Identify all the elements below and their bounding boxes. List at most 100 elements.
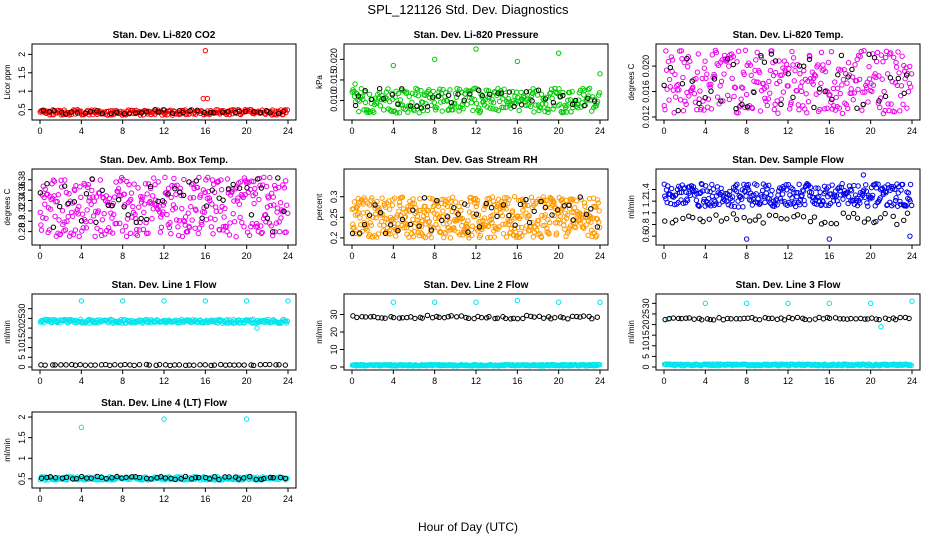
data-point [785,71,791,77]
data-point [63,474,70,481]
data-point [387,206,393,212]
data-point [799,192,805,199]
data-point [835,72,841,78]
data-point [867,300,874,307]
data-point [255,176,261,182]
data-point [903,203,909,209]
data-point [68,109,75,115]
data-point [78,194,84,201]
data-point [735,48,742,54]
data-point [822,68,829,75]
data-point [366,212,373,218]
x-tick-label: 20 [242,376,252,386]
data-point [146,362,152,368]
y-tick-label: 0 [641,364,651,369]
data-point [114,473,120,480]
data-point [701,107,707,113]
data-point [277,474,284,481]
y-axis-label: Licor ppm [3,64,12,99]
data-point [451,225,457,231]
data-point [112,362,118,368]
data-point [781,317,788,323]
data-point [741,315,747,322]
x-tick-label: 12 [159,494,169,504]
data-point [680,215,686,222]
data-point [739,101,745,108]
x-tick-label: 4 [703,251,708,261]
data-point [424,103,431,110]
x-tick-label: 12 [159,376,169,386]
data-point [61,183,68,189]
data-point [364,227,370,233]
data-point [431,99,438,106]
data-point [833,221,840,227]
series-2 [350,312,600,322]
series-2 [40,106,287,117]
data-point [892,361,898,368]
data-point [202,362,208,368]
data-point [547,91,553,97]
x-tick-label: 24 [595,376,605,386]
data-point [765,96,771,102]
y-tick-label: 0.010 [329,89,339,112]
data-point [197,192,204,198]
data-point [771,106,777,113]
data-point [411,228,418,235]
data-point [895,75,902,82]
data-point [350,225,356,231]
x-tick-label: 16 [200,376,210,386]
data-point [283,178,289,184]
data-point [683,315,689,321]
data-point [161,416,167,422]
data-point [740,204,746,210]
panel-8: Stan. Dev. Line 2 Flow ml/min 0 4 8 12 16 20 24 0… [315,280,609,386]
data-point [701,65,708,71]
data-point [169,182,175,189]
data-point [718,98,724,104]
data-point [551,212,557,219]
x-tick-label: 24 [595,126,605,136]
y-tick-label: 0.016 [641,80,651,103]
data-point [38,227,45,233]
data-point [870,82,877,88]
data-point [138,110,145,116]
data-point [233,234,239,240]
x-tick-label: 8 [432,126,437,136]
data-point [887,51,893,57]
data-point [397,202,403,209]
data-point [474,197,481,204]
data-point [845,60,852,66]
data-point [796,181,802,188]
data-point [373,215,379,221]
data-point [522,203,528,209]
data-point [415,93,422,99]
data-point [556,220,563,226]
x-tick-label: 24 [283,251,293,261]
x-tick-label: 4 [79,376,84,386]
data-point [831,103,837,109]
data-point [662,218,668,224]
data-point [72,227,79,233]
data-point [510,315,517,321]
data-point [818,80,824,87]
data-point [560,109,567,115]
data-point [597,71,603,77]
x-tick-label: 0 [661,126,666,136]
data-point [407,221,413,228]
data-point [395,90,402,96]
data-point [267,361,273,368]
data-point [385,86,391,92]
data-point [144,191,150,197]
data-point [842,100,848,106]
data-point [62,227,69,233]
y-tick-label: 0.32 [17,202,27,220]
data-point [176,362,183,368]
data-point [849,66,855,73]
data-point [38,475,45,481]
data-point [143,361,150,368]
data-point [560,204,567,210]
data-point [99,187,105,193]
data-point [161,298,167,304]
data-point [702,58,708,64]
data-point [848,315,854,322]
